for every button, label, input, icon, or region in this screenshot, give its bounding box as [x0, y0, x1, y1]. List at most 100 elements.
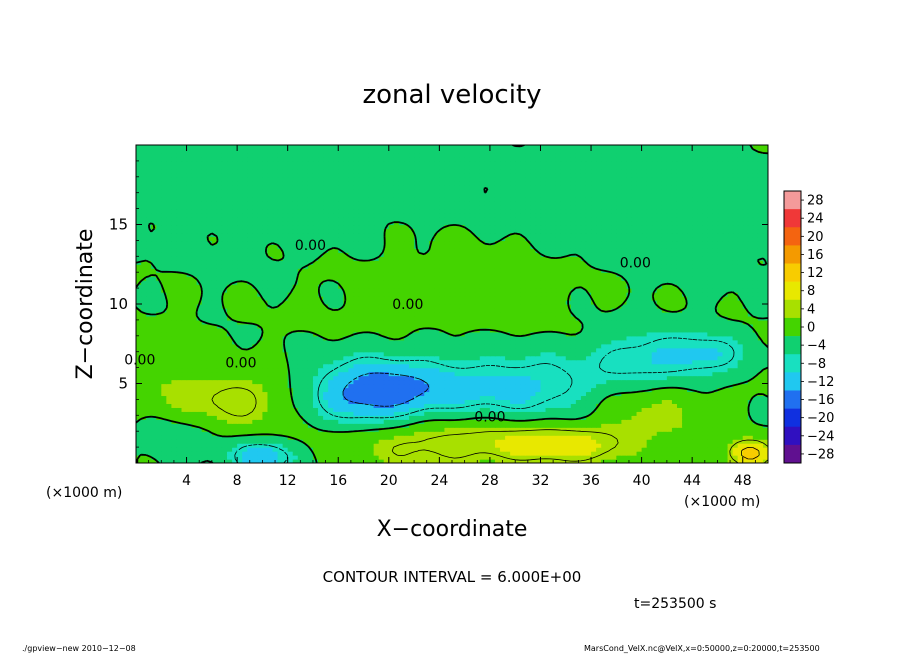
- heatmap-cell: [393, 435, 400, 440]
- heatmap-cell: [585, 323, 592, 329]
- heatmap-cell: [702, 355, 708, 361]
- heatmap-cell: [338, 319, 344, 325]
- heatmap-cell: [656, 304, 663, 309]
- heatmap-cell: [692, 351, 698, 357]
- heatmap-cell: [227, 439, 233, 444]
- heatmap-cell: [732, 315, 739, 321]
- heatmap-cell: [287, 319, 294, 325]
- heatmap-cell: [403, 304, 410, 309]
- heatmap-cell: [717, 307, 724, 313]
- heatmap-cell: [727, 351, 734, 357]
- heatmap-cell: [550, 383, 557, 389]
- heatmap-cell: [166, 431, 172, 436]
- heatmap-cell: [596, 411, 602, 416]
- heatmap-cell: [318, 387, 324, 393]
- heatmap-cell: [454, 311, 461, 317]
- heatmap-cell: [323, 331, 329, 337]
- heatmap-cell: [338, 355, 344, 361]
- heatmap-cell: [616, 419, 622, 424]
- heatmap-cell: [722, 339, 729, 345]
- heatmap-cell: [732, 415, 739, 420]
- heatmap-cell: [459, 423, 466, 428]
- heatmap-cell: [484, 343, 491, 349]
- heatmap-cell: [489, 359, 496, 365]
- heatmap-cell: [611, 355, 617, 361]
- heatmap-cell: [641, 447, 648, 452]
- heatmap-cell: [338, 323, 344, 329]
- heatmap-cell: [459, 323, 466, 329]
- heatmap-cell: [146, 327, 152, 333]
- heatmap-cell: [186, 311, 193, 317]
- heatmap-cell: [757, 395, 764, 401]
- heatmap-cell: [611, 379, 617, 385]
- heatmap-cell: [747, 439, 754, 444]
- heatmap-cell: [570, 451, 577, 456]
- heatmap-cell: [252, 347, 258, 353]
- heatmap-cell: [237, 455, 243, 460]
- heatmap-cell: [494, 319, 501, 325]
- heatmap-cell: [611, 383, 617, 389]
- heatmap-cell: [702, 387, 708, 393]
- heatmap-cell: [732, 443, 739, 448]
- heatmap-cell: [520, 307, 526, 313]
- heatmap-cell: [171, 351, 178, 357]
- heatmap-cell: [666, 415, 673, 420]
- heatmap-cell: [186, 363, 193, 369]
- heatmap-cell: [191, 315, 198, 321]
- heatmap-cell: [318, 304, 324, 309]
- heatmap-cell: [692, 304, 698, 309]
- heatmap-cell: [267, 459, 274, 463]
- heatmap-cell: [626, 435, 633, 440]
- heatmap-cell: [267, 427, 274, 432]
- heatmap-cell: [505, 399, 511, 404]
- heatmap-cell: [136, 323, 142, 329]
- heatmap-cell: [272, 439, 279, 444]
- heatmap-cell: [601, 411, 607, 416]
- heatmap-cell: [737, 347, 744, 353]
- heatmap-cell: [318, 355, 324, 361]
- heatmap-cell: [449, 323, 456, 329]
- heatmap-cell: [585, 335, 592, 341]
- heatmap-cell: [707, 339, 713, 345]
- heatmap-cell: [439, 427, 446, 432]
- heatmap-cell: [262, 435, 269, 440]
- heatmap-cell: [216, 335, 223, 341]
- heatmap-cell: [444, 315, 451, 321]
- heatmap-cell: [277, 367, 284, 373]
- heatmap-cell: [398, 431, 405, 436]
- heatmap-cell: [702, 351, 708, 357]
- heatmap-cell: [232, 347, 238, 353]
- heatmap-cell: [434, 459, 440, 463]
- heatmap-cell: [535, 427, 542, 432]
- heatmap-cell: [464, 311, 471, 317]
- heatmap-cell: [702, 327, 708, 333]
- heatmap-cell: [636, 359, 643, 365]
- heatmap-cell: [272, 343, 279, 349]
- heatmap-cell: [702, 307, 708, 313]
- heatmap-cell: [666, 379, 673, 385]
- heatmap-cell: [156, 315, 162, 321]
- heatmap-cell: [651, 331, 658, 337]
- heatmap-cell: [737, 447, 744, 452]
- heatmap-cell: [312, 447, 319, 452]
- heatmap-cell: [671, 327, 678, 333]
- heatmap-cell: [479, 383, 486, 389]
- heatmap-cell: [631, 435, 638, 440]
- heatmap-cell: [580, 347, 587, 353]
- heatmap-cell: [515, 415, 521, 420]
- heatmap-cell: [318, 435, 324, 440]
- heatmap-cell: [687, 307, 693, 313]
- heatmap-cell: [747, 363, 754, 369]
- heatmap-cell: [232, 343, 238, 349]
- heatmap-cell: [191, 383, 198, 389]
- heatmap-cell: [530, 307, 537, 313]
- heatmap-cell: [292, 355, 299, 361]
- heatmap-cell: [348, 327, 355, 333]
- heatmap-cell: [747, 423, 754, 428]
- heatmap-cell: [682, 351, 688, 357]
- heatmap-cell: [166, 339, 172, 345]
- heatmap-cell: [641, 395, 648, 401]
- heatmap-cell: [545, 327, 552, 333]
- heatmap-cell: [227, 379, 233, 385]
- heatmap-cell: [434, 311, 440, 317]
